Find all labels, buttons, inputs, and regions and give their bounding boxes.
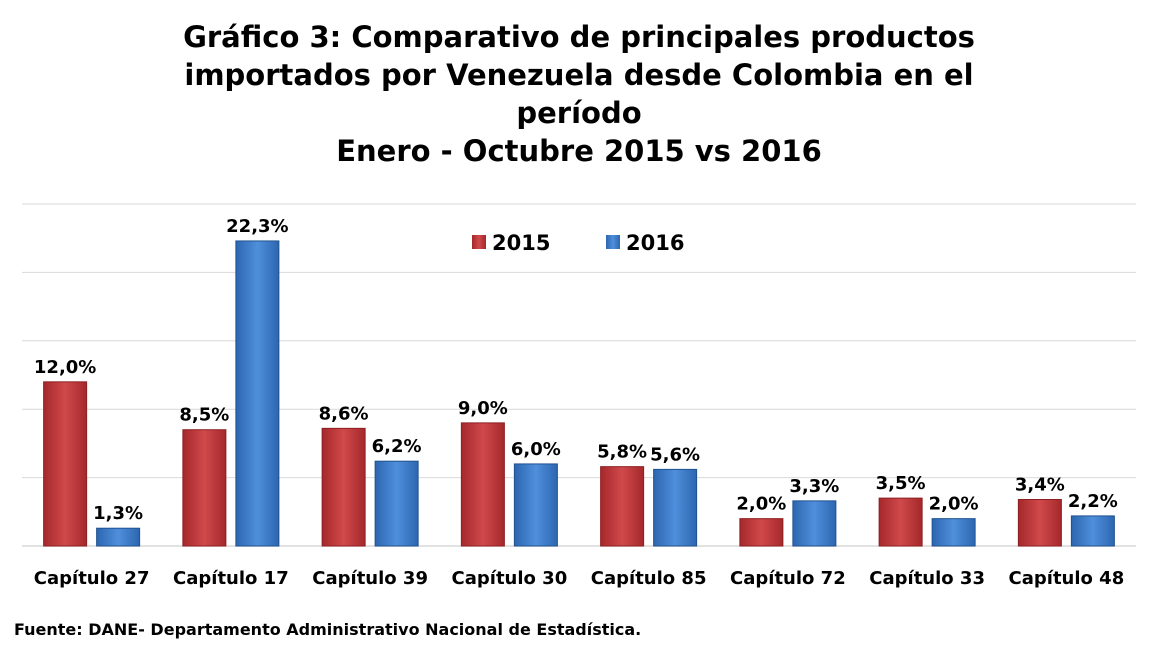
bar-2015-3 [321, 427, 366, 547]
bar-2016-7 [931, 518, 976, 547]
data-label-2015-6: 2,0% [736, 494, 786, 515]
bar-2015-1 [43, 381, 88, 547]
data-label-2016-5: 5,6% [650, 444, 700, 465]
legend-swatch-2015 [472, 235, 486, 249]
data-label-2015-4: 9,0% [458, 398, 508, 419]
bar-2016-1 [96, 527, 141, 547]
chart-title-line-2: importados por Venezuela desde Colombia … [184, 58, 974, 92]
bar-2016-2 [235, 240, 280, 547]
data-label-2016-4: 6,0% [511, 439, 561, 460]
bar-2016-4 [513, 463, 558, 547]
data-label-2015-8: 3,4% [1015, 474, 1065, 495]
chart-title: Gráfico 3: Comparativo de principales pr… [0, 18, 1158, 170]
bar-2015-7 [878, 497, 923, 547]
data-label-2015-7: 3,5% [876, 473, 926, 494]
legend: 2015 2016 [472, 231, 684, 255]
bar-2015-2 [182, 429, 227, 547]
data-label-2015-3: 8,6% [319, 403, 369, 424]
data-label-2016-1: 1,3% [93, 503, 143, 524]
x-tick-label: Capítulo 27 [34, 568, 150, 589]
x-tick-label: Capítulo 48 [1009, 568, 1125, 589]
chart-title-line-1: Gráfico 3: Comparativo de principales pr… [183, 20, 975, 54]
bar-2016-5 [653, 468, 698, 547]
x-tick-label: Capítulo 39 [312, 568, 428, 589]
chart-title-line-3: período [516, 96, 642, 130]
data-label-2016-6: 3,3% [789, 476, 839, 497]
data-label-2016-2: 22,3% [226, 216, 288, 237]
bar-2015-5 [600, 466, 645, 547]
x-tick-label: Capítulo 17 [173, 568, 289, 589]
bar-2015-4 [460, 422, 505, 547]
bar-2015-6 [739, 518, 784, 547]
bar-2015-8 [1017, 498, 1062, 547]
x-tick-label: Capítulo 85 [591, 568, 707, 589]
source-note: Fuente: DANE- Departamento Administrativ… [14, 620, 642, 639]
data-label-2016-3: 6,2% [372, 436, 422, 457]
data-label-2016-7: 2,0% [929, 494, 979, 515]
x-tick-label: Capítulo 72 [730, 568, 846, 589]
bar-2016-3 [374, 460, 419, 547]
data-label-2015-5: 5,8% [597, 442, 647, 463]
data-label-2016-8: 2,2% [1068, 491, 1118, 512]
legend-swatch-2016 [606, 235, 620, 249]
bar-2016-6 [792, 500, 837, 547]
chart-title-line-4: Enero - Octubre 2015 vs 2016 [336, 134, 822, 168]
x-tick-label: Capítulo 30 [452, 568, 568, 589]
legend-label-2016: 2016 [626, 231, 684, 255]
legend-label-2015: 2015 [492, 231, 550, 255]
data-label-2015-1: 12,0% [34, 357, 96, 378]
bar-2016-8 [1070, 515, 1115, 547]
x-tick-label: Capítulo 33 [869, 568, 985, 589]
data-label-2015-2: 8,5% [179, 405, 229, 426]
